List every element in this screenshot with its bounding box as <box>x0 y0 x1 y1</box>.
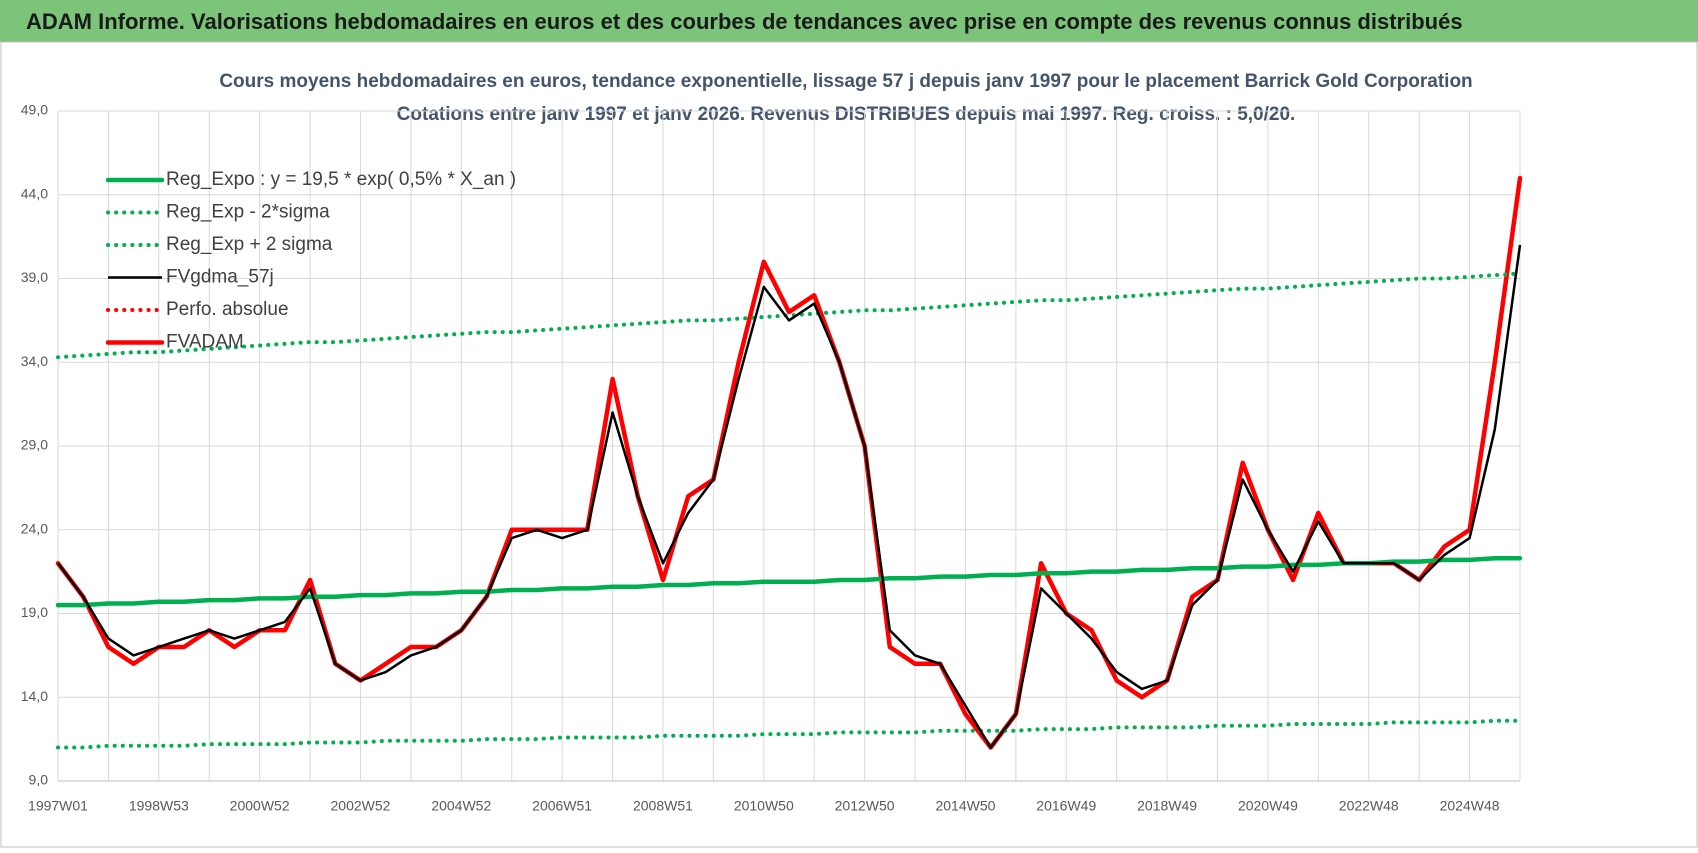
series-line <box>55 555 1523 608</box>
y-tick-label: 49,0 <box>21 102 48 118</box>
chart-subtitle: Cours moyens hebdomadaires en euros, ten… <box>219 71 1472 92</box>
x-tick-label: 2024W48 <box>1440 798 1500 814</box>
x-tick-label: 1998W53 <box>129 798 189 814</box>
legend-label: FVgdma_57j <box>166 267 274 288</box>
x-tick-label: 2016W49 <box>1036 798 1096 814</box>
y-tick-label: 39,0 <box>21 269 48 285</box>
y-tick-label: 14,0 <box>21 688 48 704</box>
series-line <box>56 176 1522 750</box>
x-tick-label: 2022W48 <box>1339 798 1399 814</box>
legend-label: FVADAM <box>166 332 244 353</box>
x-tick-label: 2018W49 <box>1137 798 1197 814</box>
x-tick-label: 2004W52 <box>431 798 491 814</box>
x-tick-label: 2014W50 <box>935 798 995 814</box>
x-tick-label: 1997W01 <box>28 798 88 814</box>
x-tick-label: 2012W50 <box>835 798 895 814</box>
x-tick-label: 2010W50 <box>734 798 794 814</box>
frame <box>0 41 1698 848</box>
series-line <box>56 271 1522 360</box>
y-tick-label: 24,0 <box>21 520 48 536</box>
x-tick-label: 2020W49 <box>1238 798 1298 814</box>
x-tick-label: 2006W51 <box>532 798 592 814</box>
banner <box>0 0 1698 42</box>
x-tick-label: 2000W52 <box>230 798 290 814</box>
legend-label: Perfo. absolue <box>166 299 289 320</box>
y-tick-label: 19,0 <box>21 604 48 620</box>
y-tick-label: 34,0 <box>21 353 48 369</box>
y-tick-label: 9,0 <box>29 772 49 788</box>
y-tick-label: 44,0 <box>21 185 48 201</box>
series-line <box>55 175 1523 750</box>
x-tick-label: 2008W51 <box>633 798 693 814</box>
series-line <box>57 244 1522 749</box>
y-tick-label: 29,0 <box>21 437 48 453</box>
series-line <box>56 718 1522 750</box>
legend-label: Reg_Exp + 2 sigma <box>166 234 333 255</box>
chart-title: ADAM Informe. Valorisations hebdomadaire… <box>26 9 1463 34</box>
legend-label: Reg_Exp - 2*sigma <box>166 202 330 223</box>
x-tick-label: 2002W52 <box>331 798 391 814</box>
legend-label: Reg_Expo : y = 19,5 * exp( 0,5% * X_an ) <box>166 169 516 190</box>
chart-subtitle: Cotations entre janv 1997 et janv 2026. … <box>397 104 1296 125</box>
